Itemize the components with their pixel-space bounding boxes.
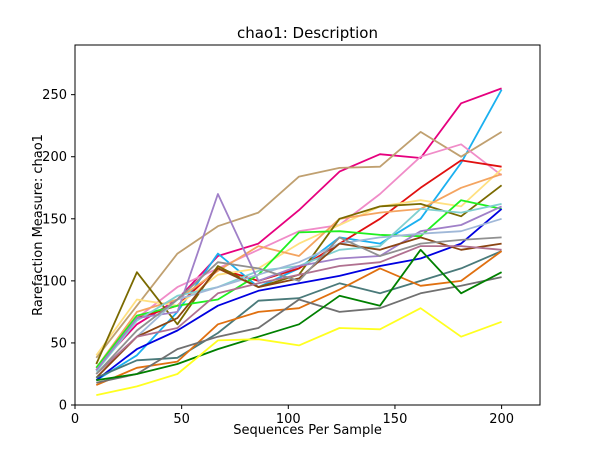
x-axis: 0 50 100 150 200 xyxy=(71,405,514,427)
series-line-12 xyxy=(95,208,503,381)
series-line-20 xyxy=(96,248,503,382)
y-axis-label: Rarefaction Measure: chao1 xyxy=(31,134,46,316)
chart-title: chao1: Description xyxy=(237,24,378,42)
series-line-16 xyxy=(95,236,502,375)
x-axis-label: Sequences Per Sample xyxy=(233,423,382,438)
y-tick-label: 250 xyxy=(42,88,67,103)
y-tick-label: 0 xyxy=(59,399,67,414)
series-line-11 xyxy=(95,193,502,371)
y-tick-label: 100 xyxy=(42,274,67,289)
series-line-19 xyxy=(96,276,502,384)
series-line-18 xyxy=(95,250,503,386)
series-line-17 xyxy=(95,250,502,379)
y-tick-label: 50 xyxy=(50,336,67,351)
x-tick-label: 0 xyxy=(71,412,79,427)
x-tick-label: 200 xyxy=(489,412,514,427)
y-tick-label: 150 xyxy=(42,212,67,227)
y-axis: 0 50 100 150 200 250 xyxy=(42,88,75,414)
plot-frame xyxy=(74,44,541,406)
x-tick-label: 50 xyxy=(173,412,190,427)
series-line-3 xyxy=(95,130,503,359)
y-tick-label: 200 xyxy=(42,150,67,165)
series-line-21 xyxy=(96,307,502,396)
x-tick-label: 100 xyxy=(276,412,301,427)
series-line-4 xyxy=(95,143,503,371)
series-line-15 xyxy=(95,245,502,375)
series-line-13 xyxy=(95,217,502,375)
x-tick-label: 150 xyxy=(383,412,408,427)
series-layer xyxy=(95,87,503,396)
